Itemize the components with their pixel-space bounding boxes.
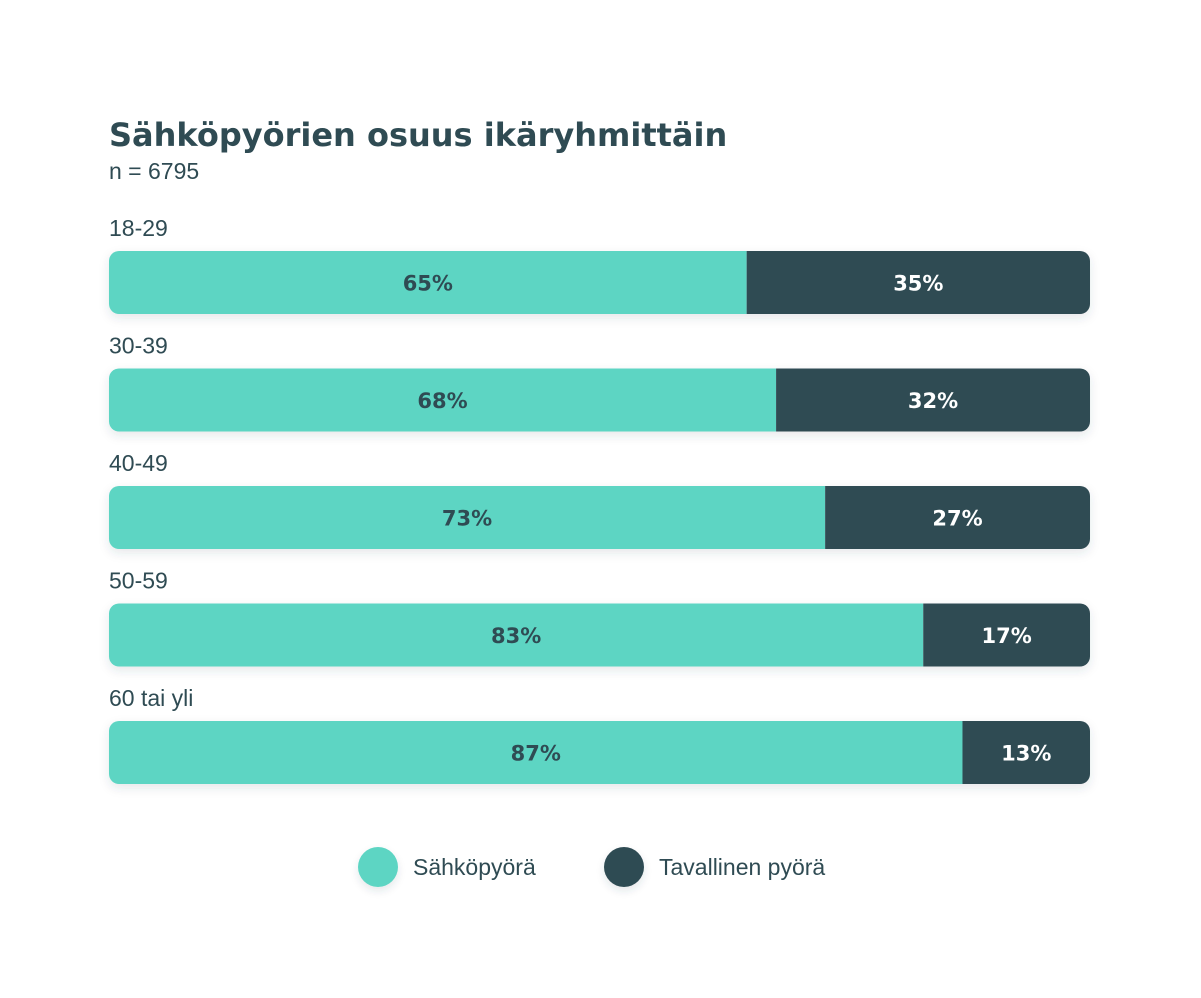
data-label: 13% (1001, 742, 1051, 766)
bar-row: 18-29 65% 35% (109, 215, 1090, 314)
bar-row: 50-59 83% 17% (109, 568, 1090, 667)
bar-segment-tavallinen (746, 251, 1090, 314)
data-label: 73% (442, 507, 492, 531)
bar-segment-sahkopyora (109, 721, 963, 784)
chart-subtitle: n = 6795 (109, 158, 199, 184)
category-label: 40-49 (109, 450, 168, 476)
bar-segment-tavallinen (923, 603, 1090, 667)
bar-segment-sahkopyora (109, 368, 777, 432)
category-label: 18-29 (109, 215, 168, 241)
bar-row: 40-49 73% 27% (109, 450, 1090, 549)
data-label: 17% (981, 624, 1031, 648)
data-label: 65% (403, 272, 453, 296)
data-label: 32% (908, 389, 958, 413)
bar-segment-tavallinen (776, 368, 1090, 432)
legend-label: Sähköpyörä (413, 854, 536, 880)
legend: Sähköpyörä Tavallinen pyörä (358, 847, 825, 887)
data-label: 68% (417, 389, 467, 413)
bar-segment-sahkopyora (109, 486, 826, 549)
bar-segment-sahkopyora (109, 603, 924, 667)
category-label: 60 tai yli (109, 685, 193, 711)
legend-item: Sähköpyörä (358, 847, 536, 887)
bar-segment-sahkopyora (109, 251, 747, 314)
bar-segment-tavallinen (825, 486, 1090, 549)
bars-group: 18-29 65% 35% 30-39 68% 32% 40-49 73% 27% 50-59 83… (109, 215, 1090, 784)
legend-label: Tavallinen pyörä (659, 854, 825, 880)
bar-row: 30-39 68% 32% (109, 333, 1090, 432)
category-label: 30-39 (109, 333, 168, 359)
data-label: 35% (893, 272, 943, 296)
legend-item: Tavallinen pyörä (604, 847, 825, 887)
legend-swatch (604, 847, 644, 887)
legend-swatch (358, 847, 398, 887)
bar-row: 60 tai yli 87% 13% (109, 685, 1090, 784)
category-label: 50-59 (109, 568, 168, 594)
bar-segment-tavallinen (962, 721, 1090, 784)
chart-title: Sähköpyörien osuus ikäryhmittäin (109, 116, 727, 154)
data-label: 83% (491, 624, 541, 648)
data-label: 27% (932, 507, 982, 531)
data-label: 87% (511, 742, 561, 766)
